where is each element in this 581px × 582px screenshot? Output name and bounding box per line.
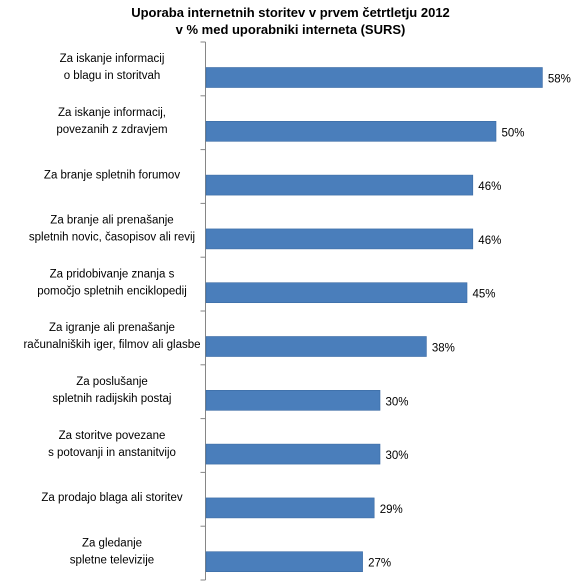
category-label-line: Za branje spletnih forumov: [44, 169, 180, 181]
category-label: Za prodajo blaga ali storitev: [41, 492, 183, 504]
data-label: 30%: [386, 396, 409, 408]
category-label-line: o blagu in storitvah: [64, 70, 161, 82]
category-label: Za poslušanje spletnih radijskih postaj: [53, 376, 172, 405]
category-label: Za iskanje informacij, povezanih z zdravj…: [56, 107, 167, 136]
chart-title-block: Uporaba internetnih storitev v prvem čet…: [0, 4, 581, 38]
bar: [205, 121, 497, 142]
category-label-line: računalniških iger, filmov ali glasbe: [23, 339, 200, 351]
data-label: 30%: [386, 450, 409, 462]
category-label: Za gledanje spletne televizije: [70, 537, 154, 566]
chart-subtitle: v % med uporabniki interneta (SURS): [175, 22, 406, 37]
category-label-line: pomočjo spletnih enciklopedij: [37, 285, 187, 297]
category-label: Za iskanje informacij o blagu in storitva…: [60, 53, 165, 82]
data-label: 46%: [478, 181, 501, 193]
category-label-line: Za igranje ali prenašanje: [49, 322, 175, 334]
data-labels: 58% 50% 46% 46% 45% 38% 30% 30% 29% 27%: [368, 74, 571, 570]
bar: [205, 67, 543, 88]
data-label: 38%: [432, 343, 455, 355]
bars-group: [205, 67, 543, 573]
data-label: 27%: [368, 558, 391, 570]
data-label: 29%: [380, 504, 403, 516]
category-label: Za branje ali prenašanje spletnih novic, …: [29, 215, 195, 244]
data-label: 50%: [502, 127, 525, 139]
category-label-line: Za prodajo blaga ali storitev: [41, 492, 183, 504]
data-label: 45%: [473, 289, 496, 301]
bar: [205, 282, 468, 304]
category-label-line: spletnih radijskih postaj: [53, 393, 172, 405]
category-labels: Za iskanje informacij o blagu in storitva…: [23, 53, 200, 566]
category-label-line: spletne televizije: [70, 554, 154, 566]
category-label-line: Za iskanje informacij: [60, 53, 165, 65]
category-label: Za pridobivanje znanja s pomočjo spletnih…: [37, 268, 187, 297]
category-label-line: Za branje ali prenašanje: [50, 215, 173, 227]
category-label-line: povezanih z zdravjem: [56, 124, 167, 136]
bar: [205, 390, 381, 411]
axis-ticks: [200, 41, 206, 581]
bar: [205, 228, 474, 250]
category-label-line: Za iskanje informacij,: [58, 107, 166, 119]
chart-title: Uporaba internetnih storitev v prvem čet…: [131, 5, 450, 20]
category-label: Za branje spletnih forumov: [44, 169, 180, 181]
bar: [205, 497, 375, 519]
category-label-line: Za storitve povezane: [59, 430, 166, 442]
data-label: 58%: [548, 74, 571, 86]
bar: [205, 551, 363, 573]
category-label-line: Za gledanje: [82, 537, 142, 549]
category-label-line: Za pridobivanje znanja s: [50, 268, 175, 280]
category-label-line: s potovanji in anstanitvijo: [48, 447, 176, 459]
bar: [205, 174, 474, 196]
category-label-line: spletnih novic, časopisov ali revij: [29, 232, 195, 244]
category-label: Za igranje ali prenašanje računalniških i…: [23, 322, 200, 351]
category-label-line: Za poslušanje: [76, 376, 148, 388]
bar: [205, 443, 381, 465]
data-label: 46%: [478, 235, 501, 247]
bar: [205, 336, 427, 357]
category-label: Za storitve povezane s potovanji in ansta…: [48, 430, 176, 459]
